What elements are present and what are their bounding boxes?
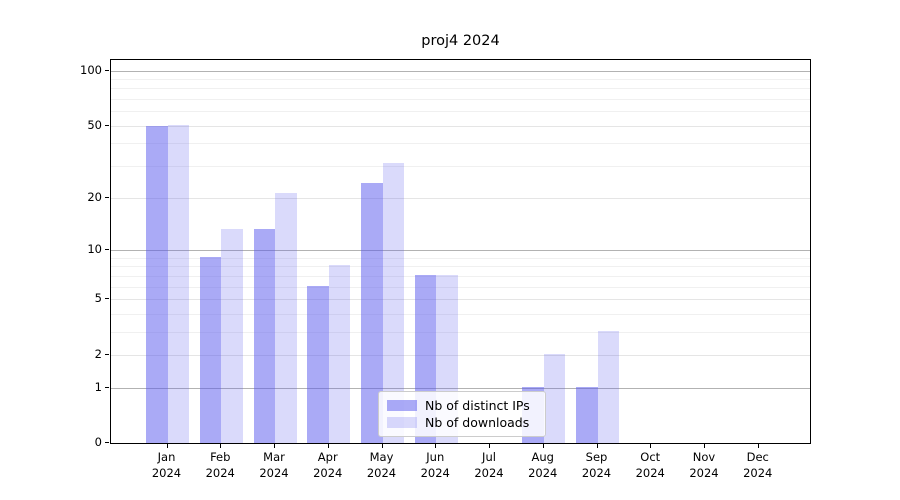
chart-title: proj4 2024: [421, 33, 500, 49]
y-tick-label: 5: [94, 290, 102, 305]
legend-label-distinct-ips: Nb of distinct IPs: [425, 398, 530, 413]
bar-downloads-may: [382, 162, 404, 443]
gridline: [111, 387, 810, 389]
y-tick-mark: [105, 442, 109, 443]
legend: Nb of distinct IPs Nb of downloads: [378, 391, 546, 437]
bar-distinct-ips-may: [361, 182, 383, 443]
y-tick-mark: [105, 124, 109, 126]
gridline: [111, 70, 810, 72]
y-tick-label: 1: [94, 379, 102, 394]
legend-row-downloads: Nb of downloads: [387, 414, 537, 431]
x-tick-mark: [489, 444, 490, 448]
x-tick-label-may: May 2024: [366, 450, 397, 480]
bar-downloads-feb: [221, 229, 243, 443]
x-tick-mark: [327, 444, 329, 448]
bar-downloads-aug: [543, 354, 566, 443]
x-tick-mark: [166, 444, 168, 448]
x-tick-mark: [757, 444, 759, 448]
y-tick-label: 10: [87, 241, 102, 256]
legend-label-downloads: Nb of downloads: [425, 415, 530, 430]
x-tick-label-feb: Feb 2024: [205, 450, 235, 480]
x-tick-mark: [220, 444, 222, 448]
gridline-minor: [111, 88, 810, 90]
y-tick-mark: [105, 354, 109, 356]
gridline: [111, 249, 810, 251]
gridline-minor: [111, 111, 810, 113]
x-tick-mark: [650, 444, 652, 448]
bar-downloads-mar: [275, 192, 297, 443]
y-tick-mark: [105, 69, 109, 71]
bar-distinct-ips-feb: [199, 256, 222, 443]
bar-distinct-ips-mar: [253, 229, 275, 443]
x-tick-mark: [381, 444, 383, 448]
y-tick-mark: [105, 196, 109, 198]
bar-distinct-ips-sep: [576, 386, 598, 443]
x-tick-mark: [596, 444, 598, 448]
x-tick-mark: [542, 444, 544, 448]
gridline-minor: [111, 331, 810, 333]
x-tick-label-mar: Mar 2024: [259, 450, 289, 480]
x-tick-mark: [274, 444, 275, 448]
x-tick-mark: [704, 444, 705, 448]
gridline-minor: [111, 143, 810, 145]
gridline-minor: [111, 313, 810, 315]
x-tick-label-apr: Apr 2024: [313, 450, 343, 480]
y-tick-label: 100: [80, 62, 102, 77]
legend-swatch-downloads: [387, 417, 417, 428]
x-tick-label-dec: Dec 2024: [743, 450, 773, 480]
x-tick-label-nov: Nov 2024: [689, 450, 719, 480]
gridline-minor: [111, 99, 810, 101]
y-tick-mark: [105, 386, 109, 388]
gridline: [111, 355, 810, 357]
y-tick-label: 20: [87, 189, 102, 204]
y-tick-label: 2: [94, 347, 102, 362]
bar-downloads-sep: [597, 330, 619, 443]
y-tick-mark: [105, 248, 109, 250]
x-tick-label-oct: Oct 2024: [635, 450, 665, 480]
legend-swatch-distinct-ips: [387, 400, 417, 411]
gridline-minor: [111, 257, 810, 259]
x-tick-label-jul: Jul 2024: [474, 450, 504, 480]
gridline: [111, 197, 810, 199]
gridline-minor: [111, 166, 810, 168]
x-tick-label-jun: Jun 2024: [420, 450, 450, 480]
x-tick-label-aug: Aug 2024: [528, 450, 558, 480]
gridline: [111, 298, 810, 300]
gridline-minor: [111, 78, 810, 80]
x-tick-mark: [435, 444, 437, 448]
x-tick-label-sep: Sep 2024: [581, 450, 612, 480]
gridline: [111, 125, 810, 127]
gridline-minor: [111, 266, 810, 268]
bar-distinct-ips-apr: [307, 285, 329, 443]
gridline-minor: [111, 286, 810, 288]
bar-downloads-apr: [328, 265, 351, 443]
plot-area: [110, 59, 811, 444]
y-tick-label: 0: [94, 435, 102, 449]
legend-row-distinct-ips: Nb of distinct IPs: [387, 397, 537, 414]
x-tick-label-jan: Jan 2024: [151, 450, 182, 480]
bar-downloads-jan: [167, 124, 189, 443]
bar-distinct-ips-jan: [146, 126, 168, 443]
y-tick-mark: [105, 297, 109, 299]
y-tick-label: 50: [87, 117, 102, 132]
gridline-minor: [111, 275, 810, 277]
